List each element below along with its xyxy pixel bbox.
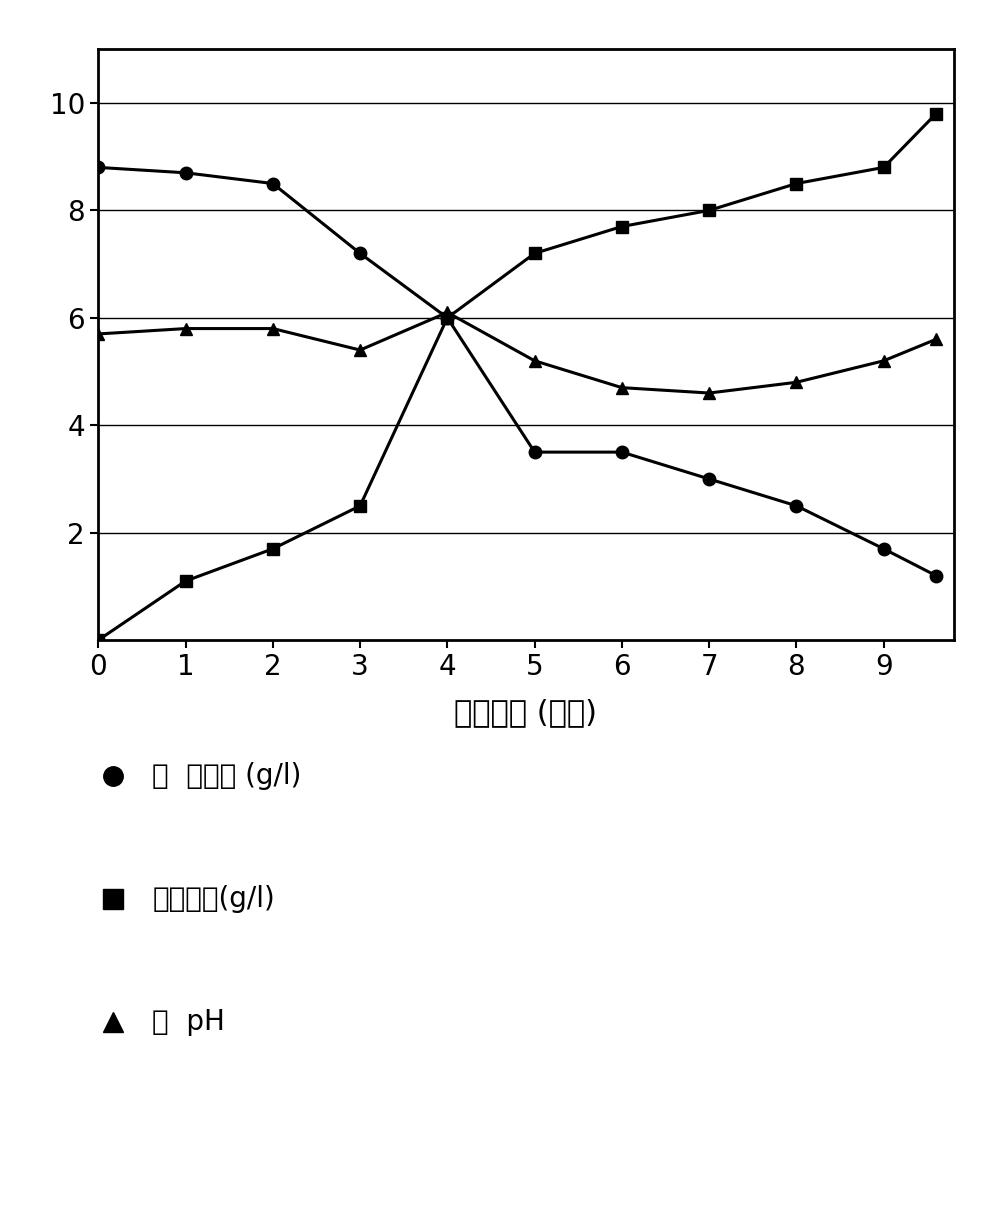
Text: ：  葫萄糖 (g/l): ： 葫萄糖 (g/l) — [152, 762, 302, 789]
X-axis label: 培养时间 (天数): 培养时间 (天数) — [454, 698, 598, 728]
Text: ：  pH: ： pH — [152, 1008, 225, 1035]
Text: ：菌丝体(g/l): ：菌丝体(g/l) — [152, 885, 275, 912]
